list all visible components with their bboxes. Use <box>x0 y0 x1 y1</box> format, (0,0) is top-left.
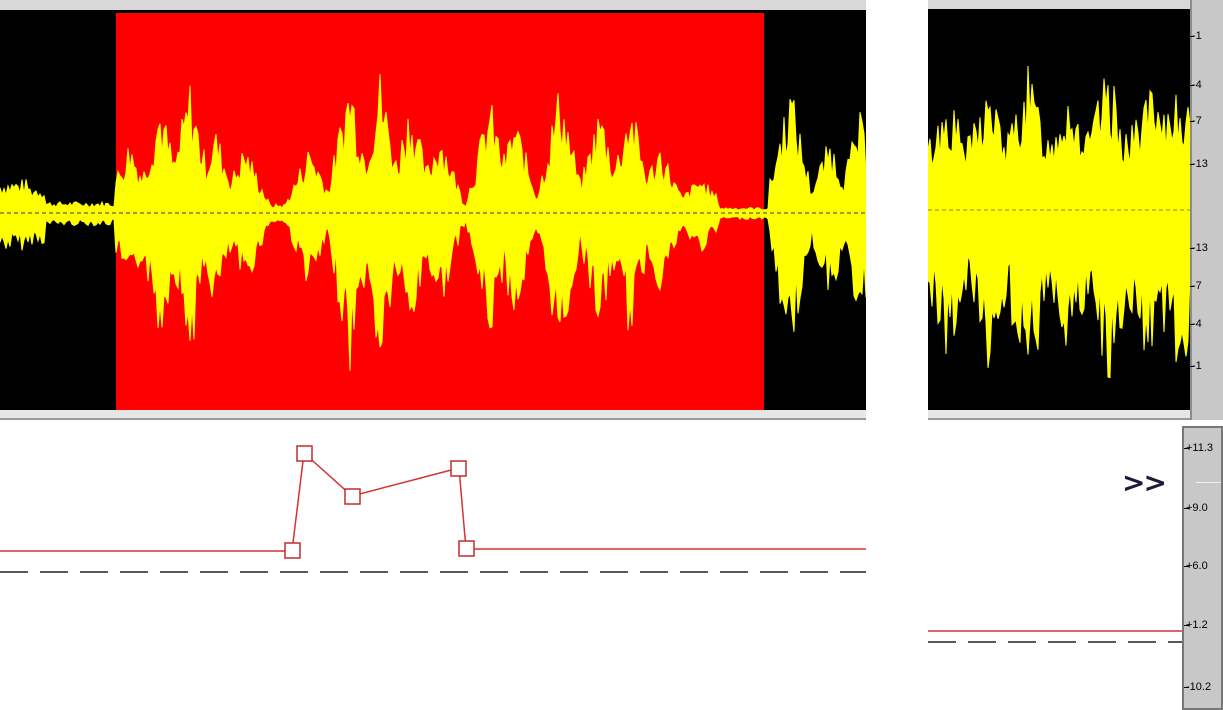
db-scale: -1 -4 -7 -13 -13 -7 -4 -1 <box>1190 0 1223 420</box>
gain-tick-mark <box>1184 625 1189 626</box>
db-tick-label: -1 <box>1190 30 1202 42</box>
right-waveform-path <box>928 65 1190 379</box>
envelope-point[interactable] <box>344 488 361 505</box>
gain-tick-label: +1.2 <box>1186 619 1208 631</box>
db-tick-label: -7 <box>1190 115 1202 127</box>
envelope-point[interactable] <box>458 540 475 557</box>
gain-scale: +11.3 +9.0 +6.0 +1.2 -10.2 <box>1182 426 1223 710</box>
db-tick-label: -4 <box>1190 318 1202 330</box>
right-waveform-top-border <box>928 0 1190 9</box>
left-waveform-top-border <box>0 0 866 10</box>
gain-tick-mark <box>1184 448 1189 449</box>
gain-tick-mark <box>1184 508 1189 509</box>
left-waveform <box>0 74 866 371</box>
gain-tick-label: +9.0 <box>1186 502 1208 514</box>
left-envelope-line <box>0 451 866 552</box>
db-tick-label: -13 <box>1190 242 1208 254</box>
right-waveform-view[interactable] <box>928 0 1190 420</box>
right-waveform-bottom-border <box>928 410 1190 420</box>
db-tick-label: -13 <box>1190 158 1208 170</box>
left-envelope <box>0 445 866 573</box>
db-tick-label: -1 <box>1190 360 1202 372</box>
right-envelope <box>928 630 1182 643</box>
left-waveform-path <box>0 74 866 371</box>
envelope-point[interactable] <box>296 445 313 462</box>
gain-tick-label: +11.3 <box>1186 442 1214 454</box>
envelope-point[interactable] <box>450 460 467 477</box>
gain-tick-label: -10.2 <box>1186 681 1212 693</box>
left-waveform-bottom-border <box>0 410 866 420</box>
right-waveform <box>928 65 1190 379</box>
gain-tick-label: +6.0 <box>1186 560 1208 572</box>
left-waveform-view[interactable] <box>0 0 866 420</box>
gain-scale-highlight <box>1196 482 1221 483</box>
gain-tick-mark <box>1184 566 1189 567</box>
gain-tick-mark <box>1184 687 1189 688</box>
db-tick-label: -7 <box>1190 280 1202 292</box>
right-envelope-view[interactable] <box>928 422 1182 710</box>
left-envelope-view[interactable] <box>0 422 866 710</box>
double-chevron-right-icon[interactable]: >> <box>1122 466 1167 499</box>
envelope-point[interactable] <box>284 542 301 559</box>
db-tick-label: -4 <box>1190 79 1202 91</box>
